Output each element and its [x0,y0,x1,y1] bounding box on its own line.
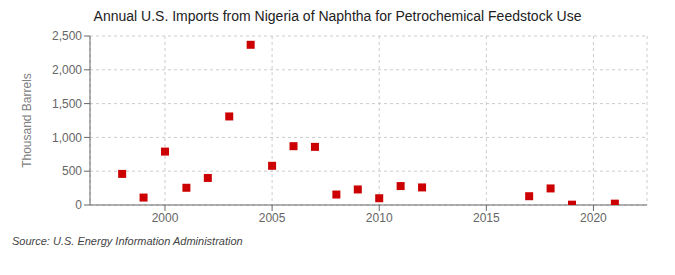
svg-text:2015: 2015 [473,211,500,225]
html-text:Annual U.S. Imports from Niger: Annual U.S. Imports from Nigeria of Naph… [93,8,582,24]
html-text:Source: U.S. Energy Informatio: Source: U.S. Energy Information Administ… [12,235,243,247]
svg-text:2005: 2005 [259,211,286,225]
svg-text:1,000: 1,000 [52,131,82,145]
svg-text:2,500: 2,500 [52,29,82,43]
svg-text:0: 0 [75,198,82,212]
svg-text:2020: 2020 [580,211,607,225]
svg-text:Thousand Barrels: Thousand Barrels [20,73,34,168]
svg-text:2010: 2010 [366,211,393,225]
svg-text:500: 500 [62,164,82,178]
svg-text:2000: 2000 [152,211,179,225]
svg-text:1,500: 1,500 [52,97,82,111]
svg-text:2,000: 2,000 [52,63,82,77]
